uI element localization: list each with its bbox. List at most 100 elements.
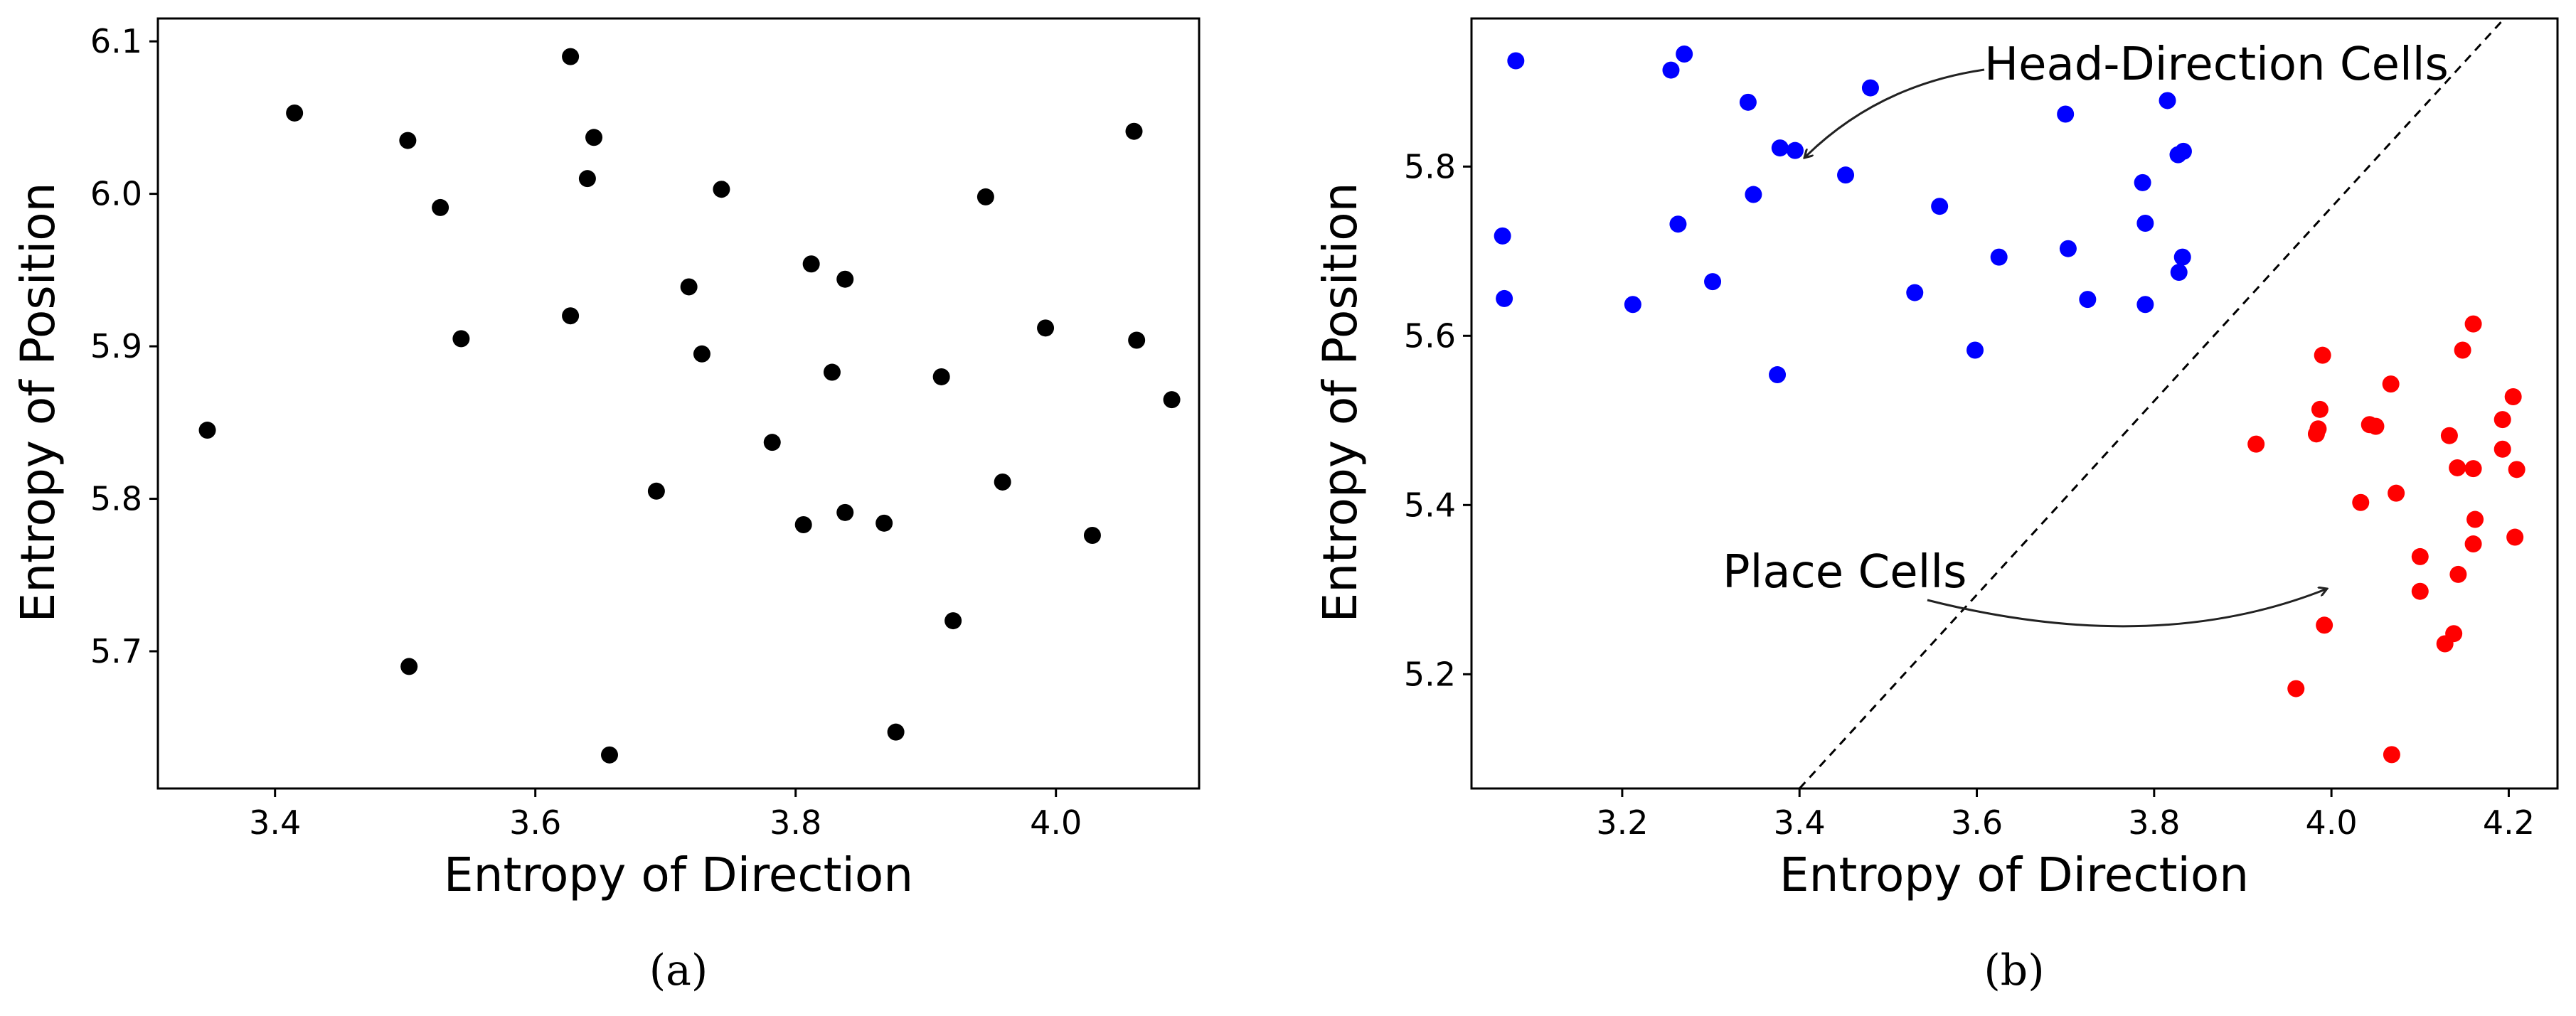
panel-a-point-s0-17	[794, 515, 812, 533]
panel-b-point-s0-12	[2134, 173, 2151, 191]
panel-b-point-s0-8	[1786, 141, 1804, 159]
panel-b-point-s1-16	[2508, 461, 2526, 478]
panel-b-y-tick-label: 5.6	[1404, 316, 1456, 355]
place-cells-annotation-arrow	[1927, 589, 2327, 628]
panel-b-point-s0-9	[1837, 166, 1855, 184]
panel-b-point-s0-15	[1494, 227, 1511, 245]
panel-a-point-s0-27	[1037, 319, 1055, 337]
panel-b-point-s0-26	[2079, 291, 2097, 309]
panel-b-point-s1-20	[2506, 528, 2524, 546]
panel-b-x-tick-label: 3.6	[1951, 803, 2003, 842]
panel-b-point-s0-23	[1906, 284, 1924, 301]
panel-a-point-s0-25	[976, 188, 994, 205]
panel-a-point-s0-30	[1128, 331, 1146, 349]
panel-b-point-s1-2	[2314, 346, 2331, 364]
panel-a-y-tick-label: 6.1	[90, 22, 142, 60]
panel-b-point-s0-1	[1662, 61, 1680, 79]
panel-a-scatter: 3.4 3.6 3.8 4.0 5.7 5.8 5.9 6.0 6.1 Entropy of …	[11, 17, 1201, 995]
panel-b-point-s1-3	[2382, 375, 2400, 393]
panel-a-point-s0-21	[875, 514, 893, 532]
panel-b-point-s0-21	[2170, 264, 2188, 282]
panel-a-point-s0-18	[823, 363, 841, 381]
panel-a-point-s0-28	[1083, 527, 1101, 545]
panel-a-point-s0-10	[601, 746, 619, 764]
panel-a-point-s0-24	[944, 612, 962, 630]
panel-b-point-s0-20	[2173, 248, 2191, 266]
panel-b-point-s0-7	[1771, 139, 1789, 157]
panel-b-point-s1-29	[2383, 746, 2400, 764]
panel-a-y-tick-label: 5.7	[90, 632, 142, 670]
panel-a-x-tick-label: 3.4	[249, 803, 301, 842]
panel-a-point-s0-12	[680, 278, 698, 296]
panel-b-x-tick-label: 4.2	[2483, 803, 2535, 842]
panel-a-point-s0-4	[452, 330, 470, 348]
panel-b-point-s0-5	[2159, 92, 2176, 109]
panel-a-point-s0-2	[399, 132, 417, 149]
panel-b-point-s0-16	[1669, 215, 1687, 233]
panel-b-point-s0-27	[2136, 296, 2154, 314]
place-cells-label: Place Cells	[1723, 546, 1966, 599]
panel-b-caption: (b)	[1984, 946, 2044, 995]
panel-b-point-s1-15	[2464, 460, 2482, 478]
panel-b-point-s1-27	[2436, 635, 2454, 653]
panel-b-x-tick-label: 3.2	[1596, 803, 1648, 842]
panel-a-y-tick-label: 6.0	[90, 175, 142, 213]
panel-a-point-s0-9	[562, 307, 580, 325]
panel-a-x-axis-title: Entropy of Direction	[444, 847, 913, 902]
panel-b-x-tick-label: 3.8	[2128, 803, 2180, 842]
panel-b-point-s0-29	[1769, 366, 1787, 384]
head-direction-annotation-arrow	[1804, 68, 1985, 158]
panel-a-y-tick-label: 5.8	[90, 480, 142, 518]
panel-b-point-s1-21	[2464, 535, 2482, 553]
panel-b-point-s1-5	[2311, 400, 2328, 418]
panel-b-point-s0-19	[1990, 248, 2008, 266]
panel-b-y-ticks: 5.2 5.4 5.6 5.8	[1404, 147, 1471, 693]
panel-a-caption: (a)	[649, 946, 708, 995]
panel-b-point-s1-25	[2316, 616, 2333, 634]
panel-b-point-s1-17	[2388, 484, 2405, 502]
panel-b-point-s1-10	[2307, 425, 2325, 443]
panel-b-point-s0-2	[1676, 45, 1693, 63]
panel-a-point-s0-19	[836, 270, 854, 288]
panel-a-point-s0-14	[713, 181, 730, 198]
panel-b-point-s1-6	[2493, 411, 2511, 429]
panel-b-point-s1-12	[2247, 435, 2265, 453]
panel-b-point-s1-11	[2440, 427, 2458, 444]
panel-a-y-tick-label: 5.9	[90, 327, 142, 365]
panel-a-point-s0-1	[286, 104, 304, 122]
panel-b-y-tick-label: 5.2	[1404, 655, 1456, 693]
panel-b-point-s0-0	[1507, 52, 1525, 70]
panel-a-points	[198, 48, 1181, 764]
panel-a-point-s0-11	[647, 482, 665, 500]
panel-a-x-ticks: 3.4 3.6 3.8 4.0	[249, 788, 1082, 842]
panel-a-point-s0-20	[836, 503, 854, 521]
panel-a-y-axis-title: Entropy of Position	[11, 183, 65, 623]
panel-a-point-s0-23	[932, 368, 950, 385]
panel-b-point-s1-22	[2411, 547, 2429, 565]
panel-b-point-s1-24	[2411, 582, 2429, 600]
panel-b-point-s1-18	[2352, 493, 2370, 511]
panel-b-y-tick-label: 5.4	[1404, 486, 1456, 524]
panel-a-point-s0-31	[1163, 391, 1181, 409]
panel-a-point-s0-26	[994, 473, 1011, 491]
panel-b-point-s0-4	[1861, 79, 1879, 97]
panel-b-point-s1-19	[2466, 510, 2484, 528]
panel-a-point-s0-29	[1125, 122, 1143, 140]
panel-a-y-ticks: 5.7 5.8 5.9 6.0 6.1	[90, 22, 158, 670]
panel-b-point-s0-28	[1966, 341, 1984, 359]
panel-b-x-ticks: 3.2 3.4 3.6 3.8 4.0 4.2	[1596, 788, 2535, 842]
panel-b-point-s0-13	[1745, 186, 1762, 203]
panel-b-x-axis-title: Entropy of Direction	[1779, 847, 2249, 902]
panel-b-y-axis-title: Entropy of Position	[1313, 183, 1368, 623]
panel-b-point-s0-25	[1624, 296, 1641, 314]
panel-a-point-s0-0	[198, 422, 216, 439]
panel-a-point-s0-3	[432, 198, 449, 216]
panel-b-point-s1-14	[2449, 459, 2466, 476]
panel-a-point-s0-13	[693, 345, 710, 363]
panel-b-point-s1-4	[2504, 387, 2522, 405]
panel-a-point-s0-15	[763, 434, 781, 451]
panel-a-x-tick-label: 4.0	[1030, 803, 1082, 842]
panel-b-point-s1-1	[2454, 341, 2471, 359]
panel-b-plot-frame	[1470, 17, 2559, 790]
